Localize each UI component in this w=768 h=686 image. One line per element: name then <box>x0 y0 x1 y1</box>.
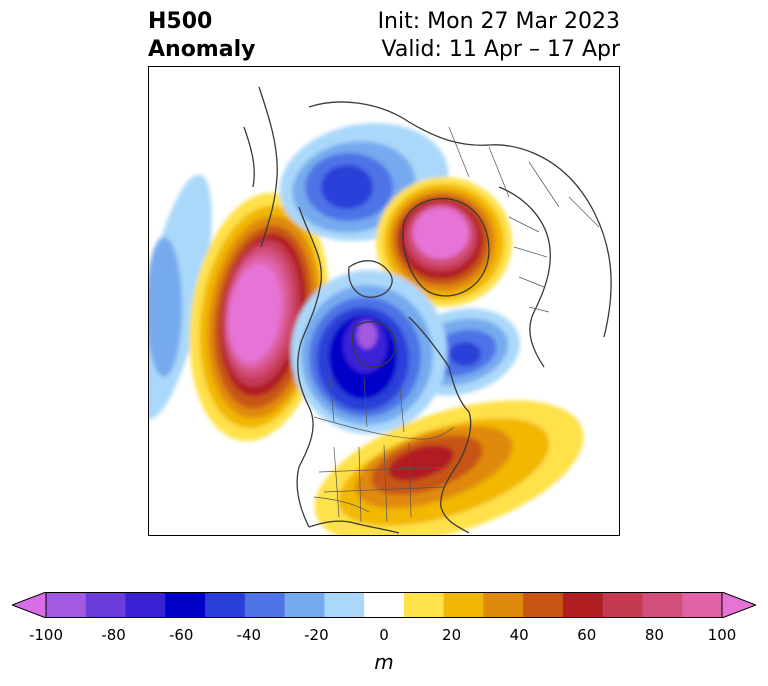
coast-central-america <box>308 520 400 534</box>
colorbar-cell <box>483 592 524 618</box>
coast-north-america-west <box>296 206 323 528</box>
coast-eurasia <box>308 101 612 338</box>
colorbar-cell <box>682 592 723 618</box>
pos-pacific-core <box>228 263 282 363</box>
colorbar-cell <box>642 592 683 618</box>
valid-range-label: Valid: 11 Apr – 17 Apr <box>381 37 621 62</box>
border-states-5 <box>318 466 450 473</box>
colorbar-cell <box>205 592 246 618</box>
colorbar-cell <box>46 592 87 618</box>
neg-siberia-core <box>321 165 373 209</box>
colorbar-cell <box>364 592 405 618</box>
borders <box>313 126 600 523</box>
border-us-canada <box>313 416 455 440</box>
colorbar-tick-label: 40 <box>509 626 529 644</box>
map-title: H500 Anomaly <box>148 8 255 64</box>
colorbar-cell <box>244 592 286 618</box>
colorbar-cell <box>403 592 445 618</box>
border-states-6 <box>323 486 445 493</box>
border-europe <box>508 216 550 313</box>
coast-greenland <box>402 197 490 297</box>
coast-asia-east <box>258 86 278 248</box>
colorbar-cell <box>165 592 206 618</box>
coast-kamchatka <box>243 126 255 188</box>
border-states-2 <box>358 446 362 523</box>
colorbar-tick-label: -40 <box>236 626 262 644</box>
colorbar-cell <box>85 592 127 618</box>
coastlines <box>243 86 612 534</box>
colorbar-cells <box>12 592 756 618</box>
title-line-variable: H500 <box>148 9 213 34</box>
colorbar-tick-label: 100 <box>707 626 737 644</box>
map-dates: Init: Mon 27 Mar 2023 Valid: 11 Apr – 17… <box>378 8 620 64</box>
coast-hudson-bay <box>352 321 396 368</box>
colorbar-cell <box>523 592 564 618</box>
colorbar-outline <box>45 592 723 618</box>
colorbar-cell <box>125 592 166 618</box>
border-states-4 <box>408 442 412 518</box>
colorbar <box>12 592 756 618</box>
border-states-3 <box>383 444 388 523</box>
colorbar-tick-label: 60 <box>577 626 597 644</box>
colorbar-cell <box>324 592 365 618</box>
neg-atlantic-core <box>449 342 481 366</box>
coast-north-america-east <box>408 316 472 534</box>
pos-east-us-core <box>388 445 454 481</box>
colorbar-cell <box>562 592 604 618</box>
neg-canada-core <box>357 321 377 349</box>
map-canvas <box>149 86 612 535</box>
border-states-1 <box>333 446 340 518</box>
border-us-mexico <box>313 496 370 513</box>
colorbar-tick-label: -60 <box>168 626 194 644</box>
colorbar-tick-label: 0 <box>379 626 389 644</box>
colorbar-cell <box>602 592 643 618</box>
border-asia <box>448 126 600 228</box>
title-line-type: Anomaly <box>148 37 256 62</box>
colorbar-tick-label: -100 <box>28 626 64 644</box>
neg-west-pacific-core <box>149 237 182 377</box>
colorbar-tick-label: -80 <box>101 626 126 644</box>
colorbar-cell <box>443 592 484 618</box>
colorbar-cell <box>284 592 325 618</box>
pos-greenland-core <box>413 207 469 259</box>
colorbar-tick-label: -20 <box>304 626 329 644</box>
init-date-label: Init: Mon 27 Mar 2023 <box>377 9 620 34</box>
coast-europe <box>498 186 551 368</box>
anomaly-map <box>148 66 620 536</box>
colorbar-extend-min <box>12 592 47 618</box>
coast-arctic-islands <box>348 260 393 298</box>
colorbar-tick-label: 80 <box>644 626 664 644</box>
colorbar-unit-label: m <box>374 650 394 674</box>
border-canada-provinces <box>328 366 405 433</box>
colorbar-tick-label: 20 <box>442 626 462 644</box>
colorbar-extend-max <box>721 592 756 618</box>
